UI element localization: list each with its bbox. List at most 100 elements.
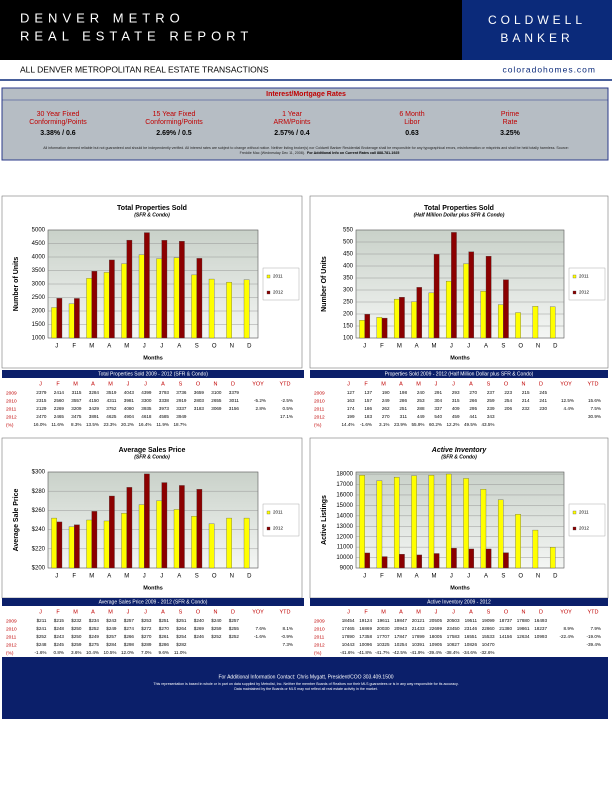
bar [359,320,365,339]
bar [451,232,457,339]
table-cell: 10391 [412,642,425,647]
table-cell: 2560 [54,398,65,403]
x-tick-label: S [501,574,505,580]
x-tick-label: N [230,574,234,580]
table-title-bar [2,370,304,378]
bar [445,473,452,569]
bar [109,495,115,569]
chart-subtitle: (Half Million Dollar plus SFR & Condo) [414,212,505,218]
bar [51,517,57,569]
column-header: J [452,609,455,615]
y-tick-label: $220 [32,546,46,552]
y-tick-label: 100 [343,336,354,342]
y-tick-label: 250 [343,300,354,306]
table-cell: 12634 [517,634,530,639]
y-tick-label: 200 [343,312,354,318]
bar [463,478,469,569]
table-cell: 3300 [141,398,152,403]
table-cell: $250 [71,634,82,639]
y-tick-label: 12000 [336,534,353,540]
x-tick-label: J [450,574,453,580]
table-cell: 232 [522,406,530,411]
table-cell: 266 [469,398,477,403]
table-cell: 19099 [482,618,495,623]
bar [156,258,162,339]
table-cell: $211 [37,618,47,623]
legend-box [568,267,606,301]
bar [109,259,115,339]
bar [485,548,492,569]
table-cell: 254 [504,398,512,403]
bar [381,317,388,339]
table-cell: 14.4% [341,422,354,427]
table-cell: $246 [194,634,205,639]
table-cell: 3.6% [71,650,81,655]
table-cell: 17.1% [280,414,293,419]
legend-swatch [266,290,271,295]
column-header: M [108,609,113,615]
table-cell: 237 [487,390,495,395]
bar [121,263,127,339]
bar [515,514,521,569]
table-cell: 4311 [107,398,117,403]
table-cell: 0.8% [54,650,64,655]
table-cell: 4904 [124,414,135,419]
table-cell: $251 [176,618,187,623]
y-tick-label: $240 [32,527,46,533]
column-header: A [91,381,95,387]
x-tick-label: M [89,344,94,350]
table-cell: 3.1% [379,422,389,427]
table-cell: 16551 [464,634,477,639]
column-header: D [231,609,235,615]
bar [91,511,98,569]
bar [393,476,400,569]
bar [411,301,417,339]
x-tick-label: D [553,344,558,350]
disclaimer: Freddie Mac (Wednesday Dec 11, 2008). [240,151,305,155]
table-cell: $215 [54,618,65,623]
table-cell: 2465 [54,414,65,419]
x-tick-label: J [467,344,470,350]
row-label: 2011 [314,406,325,412]
legend-box [262,503,300,537]
x-tick-label: M [432,344,437,350]
table-cell: 3429 [89,406,100,411]
table-cell: $257 [124,618,135,623]
y-tick-label: $280 [32,489,46,495]
column-header: M [381,609,386,615]
row-label: 2011 [6,406,17,412]
x-tick-label: S [195,574,199,580]
bar [121,513,127,569]
table-cell: -34.6% [462,650,477,655]
brand: BANKER [500,31,573,45]
table-cell: $275 [89,642,100,647]
bar [445,280,452,339]
column-header: S [487,609,491,615]
table-cell: 4618 [141,414,152,419]
chart-subtitle: (SFR & Condo) [441,454,477,460]
table-cell: 183 [364,414,372,419]
x-tick-label: M [124,344,129,350]
column-header: F [364,381,368,387]
bar [364,552,371,569]
row-label: 2012 [6,642,17,648]
x-tick-label: M [397,344,402,350]
bar [411,475,417,569]
column-header: N [214,609,218,615]
footer-note: This representation is based in whole or… [153,682,458,686]
bar [196,489,203,569]
bar [359,475,365,569]
y-tick-label: 17000 [336,482,353,488]
table-cell: 295 [469,406,477,411]
table-cell: 3069 [211,406,222,411]
column-header: J [347,609,350,615]
table-cell: 459 [452,414,460,419]
x-tick-label: A [484,344,488,350]
legend-box [568,503,606,537]
table-cell: 30.9% [588,414,601,419]
table-cell: 10.5% [103,650,116,655]
legend-swatch [266,510,271,515]
table-cell: 230 [539,406,547,411]
table-cell: -1.6% [254,634,266,639]
table-cell: 10905 [429,642,442,647]
